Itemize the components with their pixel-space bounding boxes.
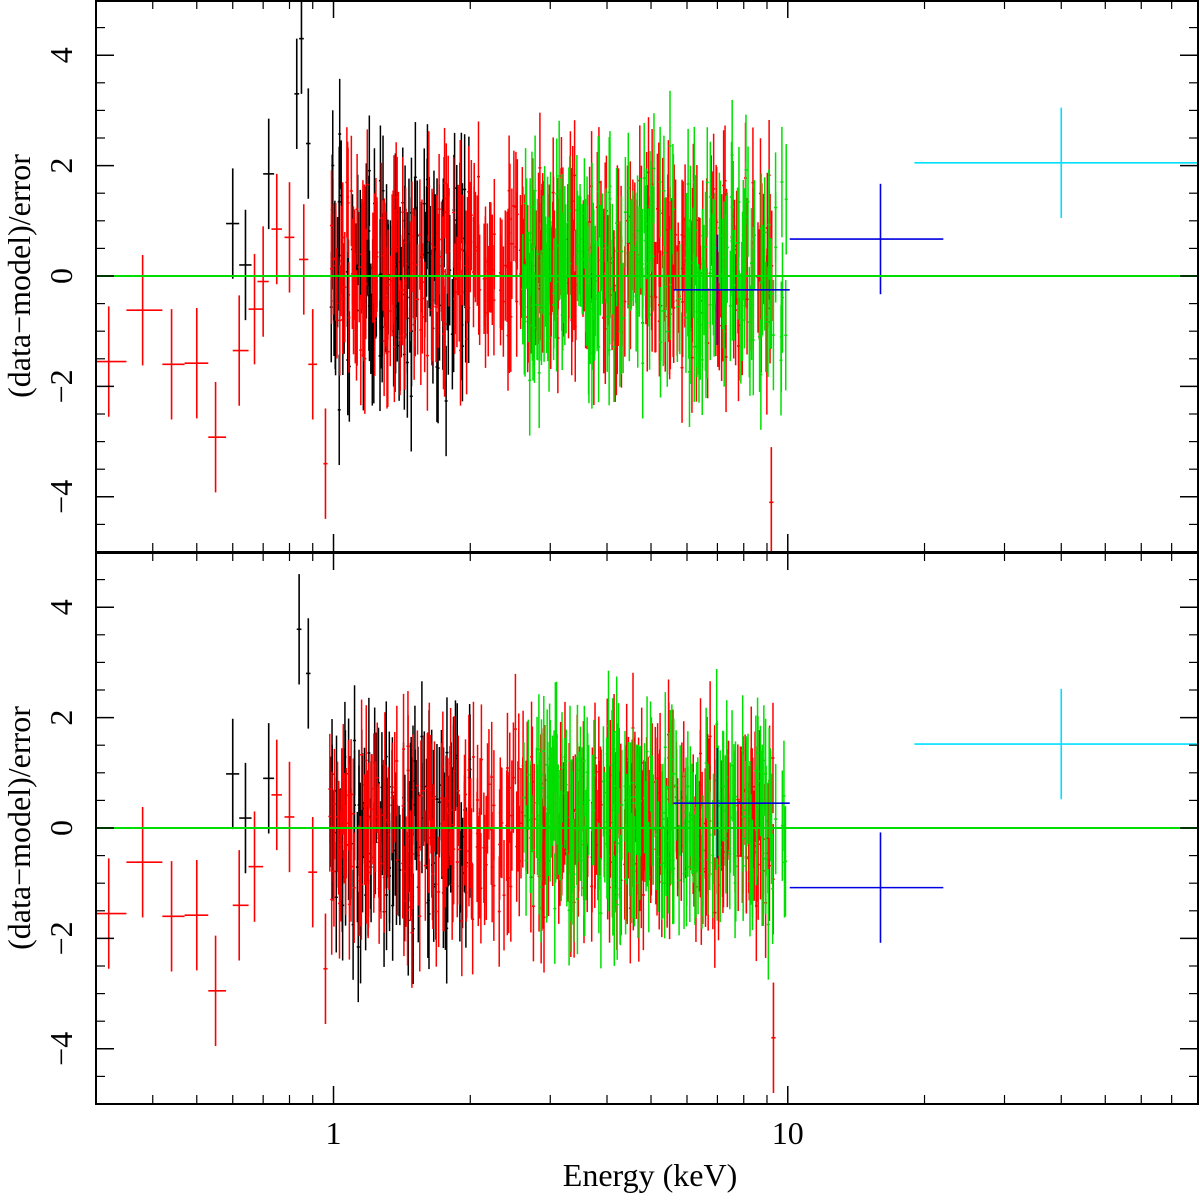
- y-tick-label: 0: [43, 268, 79, 284]
- y-tick-label: 4: [43, 599, 79, 615]
- series-red: [96, 739, 776, 1093]
- series-black: [226, 0, 311, 321]
- top-residual-panel: −4 −2 0 2 4 (data−model)/error: [1, 0, 1199, 553]
- x-tick-label: 10: [772, 1115, 804, 1151]
- y-tick-label: 0: [43, 820, 79, 836]
- data-layer: [96, 0, 1198, 552]
- y-tick-label: −2: [43, 369, 79, 403]
- bottom-residual-panel: −4 −2 0 2 4 (data−model)/error: [1, 551, 1199, 1105]
- series-cyan: [914, 107, 1198, 219]
- y-axis-label: (data−model)/error: [1, 706, 37, 950]
- series-blue: [673, 747, 944, 943]
- y-tick-label: 4: [43, 47, 79, 63]
- y-tick-label: −4: [43, 1032, 79, 1066]
- data-layer: [96, 574, 1198, 1093]
- y-tick-label: 2: [43, 158, 79, 174]
- band-green: [521, 90, 788, 436]
- y-tick-label: −2: [43, 921, 79, 955]
- series-cyan: [914, 688, 1198, 800]
- x-tick-label: 1: [326, 1115, 342, 1151]
- y-axis-label: (data−model)/error: [1, 154, 37, 398]
- series-black: [226, 574, 311, 874]
- series-red: [96, 173, 774, 552]
- y-tick-label: −4: [43, 480, 79, 514]
- x-axis-label: Energy (keV): [563, 1157, 737, 1193]
- y-tick-label: 2: [43, 710, 79, 726]
